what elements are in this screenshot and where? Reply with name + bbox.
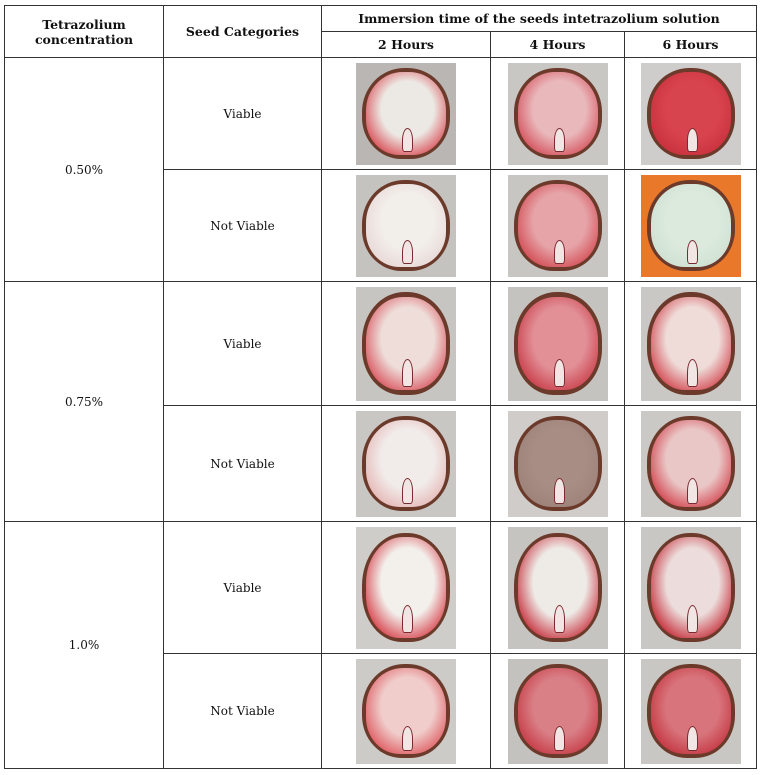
seed-category-cell: Viable xyxy=(163,281,322,406)
seed-image-cell xyxy=(490,653,625,769)
seed-category-cell: Not Viable xyxy=(163,405,322,522)
seed-embryo xyxy=(686,127,698,153)
concentration-cell: 0.50% xyxy=(4,57,164,282)
tetrazolium-results-table: Tetrazolium concentration Seed Categorie… xyxy=(4,5,757,769)
seed-photo xyxy=(640,526,741,649)
seed-photo xyxy=(640,410,741,517)
seed-photo xyxy=(356,174,456,277)
seed-image-cell xyxy=(624,405,757,522)
seed-image-cell xyxy=(321,281,491,406)
seed-category-cell: Viable xyxy=(163,57,322,170)
seed-photo xyxy=(507,658,608,764)
seed-embryo xyxy=(686,725,698,751)
seed-image-cell xyxy=(624,521,757,654)
seed-photo xyxy=(507,526,608,649)
seed-photo xyxy=(507,174,608,277)
seed-image-cell xyxy=(624,281,757,406)
seed-image-cell xyxy=(321,653,491,769)
header-seed-categories: Seed Categories xyxy=(163,5,322,58)
seed-embryo xyxy=(553,359,565,387)
seed-category-cell: Not Viable xyxy=(163,169,322,282)
seed-embryo xyxy=(402,127,413,153)
seed-embryo xyxy=(553,725,565,751)
seed-image-cell xyxy=(490,521,625,654)
seed-image-cell xyxy=(321,405,491,522)
header-4-hours: 4 Hours xyxy=(490,31,625,58)
seed-embryo xyxy=(402,478,413,504)
seed-category-cell: Viable xyxy=(163,521,322,654)
seed-photo xyxy=(507,410,608,517)
header-concentration: Tetrazolium concentration xyxy=(4,5,164,58)
header-immersion-time: Immersion time of the seeds intetrazoliu… xyxy=(321,5,757,32)
seed-image-cell xyxy=(624,169,757,282)
seed-embryo xyxy=(553,604,565,634)
seed-embryo xyxy=(553,239,565,265)
concentration-cell: 0.75% xyxy=(4,281,164,522)
table-row: Not Viable xyxy=(5,653,757,769)
header-2-hours: 2 Hours xyxy=(321,31,491,58)
seed-embryo xyxy=(553,127,565,153)
table-row: 1.0% Viable xyxy=(4,521,757,769)
seed-image-cell xyxy=(490,57,625,170)
seed-embryo xyxy=(686,604,698,634)
seed-image-cell xyxy=(490,405,625,522)
seed-embryo xyxy=(553,478,565,504)
seed-photo xyxy=(507,62,608,165)
seed-photo xyxy=(640,62,741,165)
table-row: Not Viable xyxy=(5,169,757,282)
table-row: Not Viable xyxy=(5,405,757,522)
seed-embryo xyxy=(686,359,698,387)
seed-embryo xyxy=(402,604,413,634)
table-row: 0.50% Viable xyxy=(4,57,757,282)
header-6-hours: 6 Hours xyxy=(624,31,757,58)
seed-category-cell: Not Viable xyxy=(163,653,322,769)
seed-image-cell xyxy=(490,281,625,406)
seed-embryo xyxy=(402,359,413,387)
seed-photo xyxy=(356,658,456,764)
seed-image-cell xyxy=(490,169,625,282)
table-row: 0.75% Viable xyxy=(4,281,757,522)
seed-photo xyxy=(356,410,456,517)
seed-image-cell xyxy=(321,521,491,654)
seed-embryo xyxy=(402,239,413,265)
seed-image-cell xyxy=(624,653,757,769)
seed-embryo xyxy=(686,239,698,265)
seed-embryo xyxy=(402,725,413,751)
seed-image-cell xyxy=(321,169,491,282)
seed-photo xyxy=(640,174,741,277)
seed-photo xyxy=(507,286,608,401)
seed-photo xyxy=(356,526,456,649)
concentration-cell: 1.0% xyxy=(4,521,164,769)
seed-photo xyxy=(640,658,741,764)
seed-photo xyxy=(640,286,741,401)
seed-image-cell xyxy=(321,57,491,170)
seed-photo xyxy=(356,286,456,401)
seed-embryo xyxy=(686,478,698,504)
seed-image-cell xyxy=(624,57,757,170)
seed-photo xyxy=(356,62,456,165)
